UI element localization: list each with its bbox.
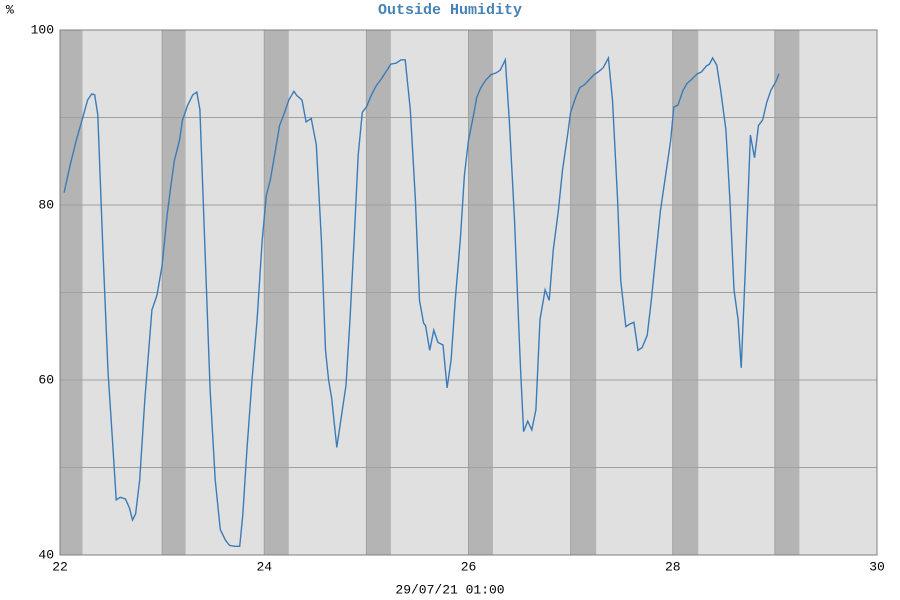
x-tick-label: 24 [256,559,272,574]
y-tick-label: 60 [38,372,54,387]
x-tick-label: 30 [869,559,885,574]
x-tick-label: 22 [52,559,68,574]
y-tick-label: 40 [38,547,54,562]
y-axis-label: % [6,2,14,17]
x-tick-label: 26 [461,559,477,574]
chart-title: Outside Humidity [378,2,522,19]
humidity-line [63,55,780,547]
y-tick-label: 100 [31,22,54,37]
x-axis-label: 29/07/21 01:00 [395,582,504,597]
plot-frame [59,29,878,556]
y-tick-label: 80 [38,197,54,212]
x-tick-label: 28 [665,559,681,574]
